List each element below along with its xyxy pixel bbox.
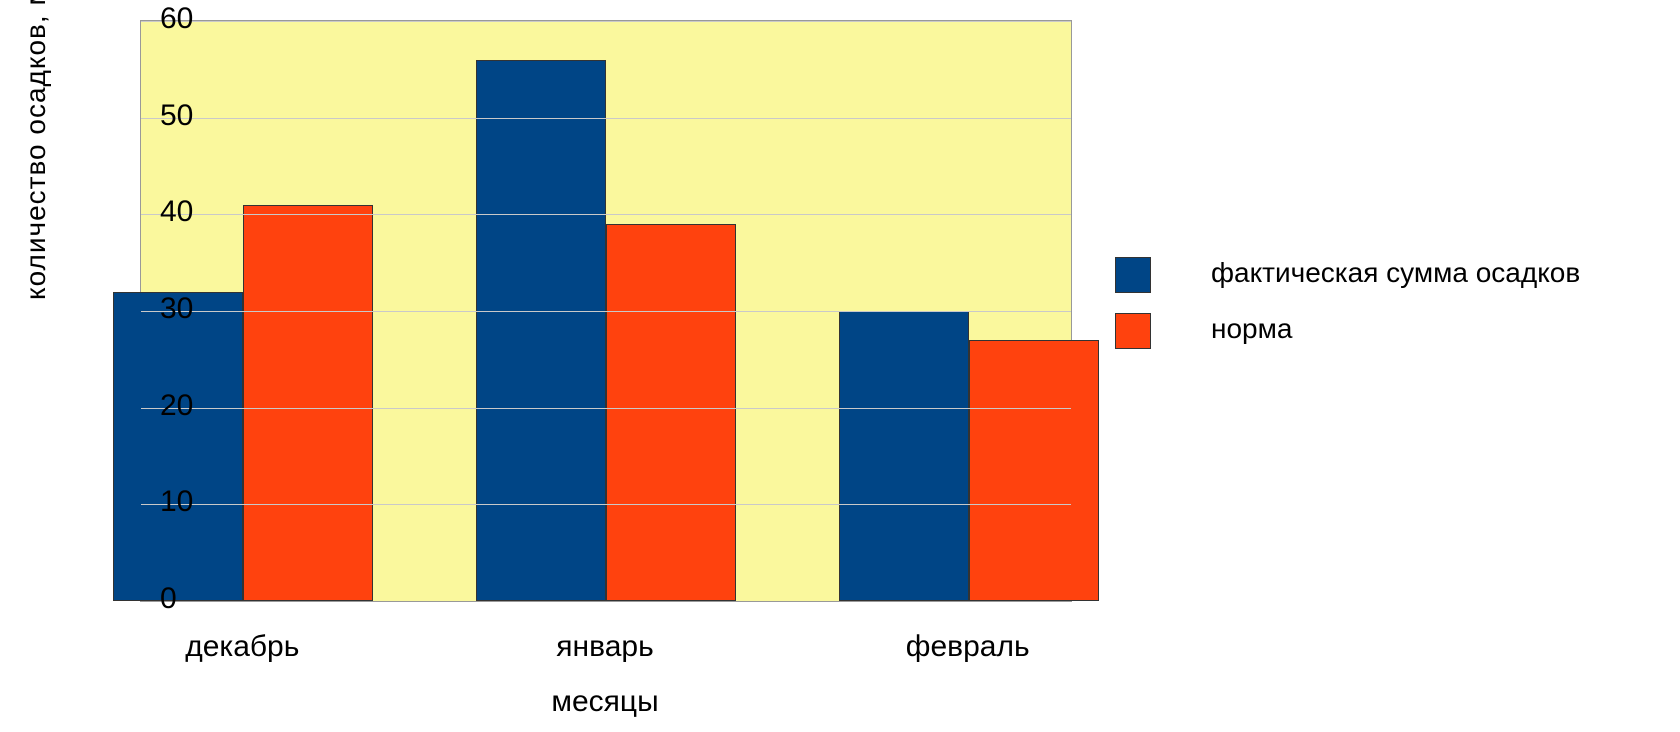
bar <box>969 340 1099 601</box>
bar <box>243 205 373 601</box>
legend-swatch <box>1115 313 1151 349</box>
x-tick-label: февраль <box>868 630 1068 664</box>
bar <box>476 60 606 601</box>
x-tick-label: декабрь <box>142 630 342 664</box>
bar <box>113 292 243 601</box>
bar <box>606 224 736 601</box>
y-tick-label: 20 <box>160 389 220 423</box>
y-tick-label: 0 <box>160 582 220 616</box>
legend: фактическая сумма осадков норма <box>1115 255 1580 367</box>
legend-item: фактическая сумма осадков <box>1115 255 1580 293</box>
chart-page: количество осадков, мм месяцы фактическа… <box>0 0 1680 732</box>
grid-line <box>141 504 1071 505</box>
grid-line <box>141 21 1071 22</box>
legend-item: норма <box>1115 311 1580 349</box>
y-tick-label: 50 <box>160 99 220 133</box>
plot-area <box>140 20 1072 602</box>
grid-line <box>141 118 1071 119</box>
y-axis-label: количество осадков, мм <box>20 0 52 300</box>
grid-line <box>141 214 1071 215</box>
y-tick-label: 10 <box>160 485 220 519</box>
legend-label: фактическая сумма осадков <box>1211 255 1580 291</box>
y-tick-label: 30 <box>160 292 220 326</box>
y-tick-label: 60 <box>160 2 220 36</box>
grid-line <box>141 408 1071 409</box>
legend-swatch <box>1115 257 1151 293</box>
bar <box>839 311 969 601</box>
x-tick-label: январь <box>505 630 705 664</box>
x-axis-label: месяцы <box>140 685 1070 719</box>
grid-line <box>141 311 1071 312</box>
legend-label: норма <box>1211 311 1292 347</box>
y-tick-label: 40 <box>160 195 220 229</box>
